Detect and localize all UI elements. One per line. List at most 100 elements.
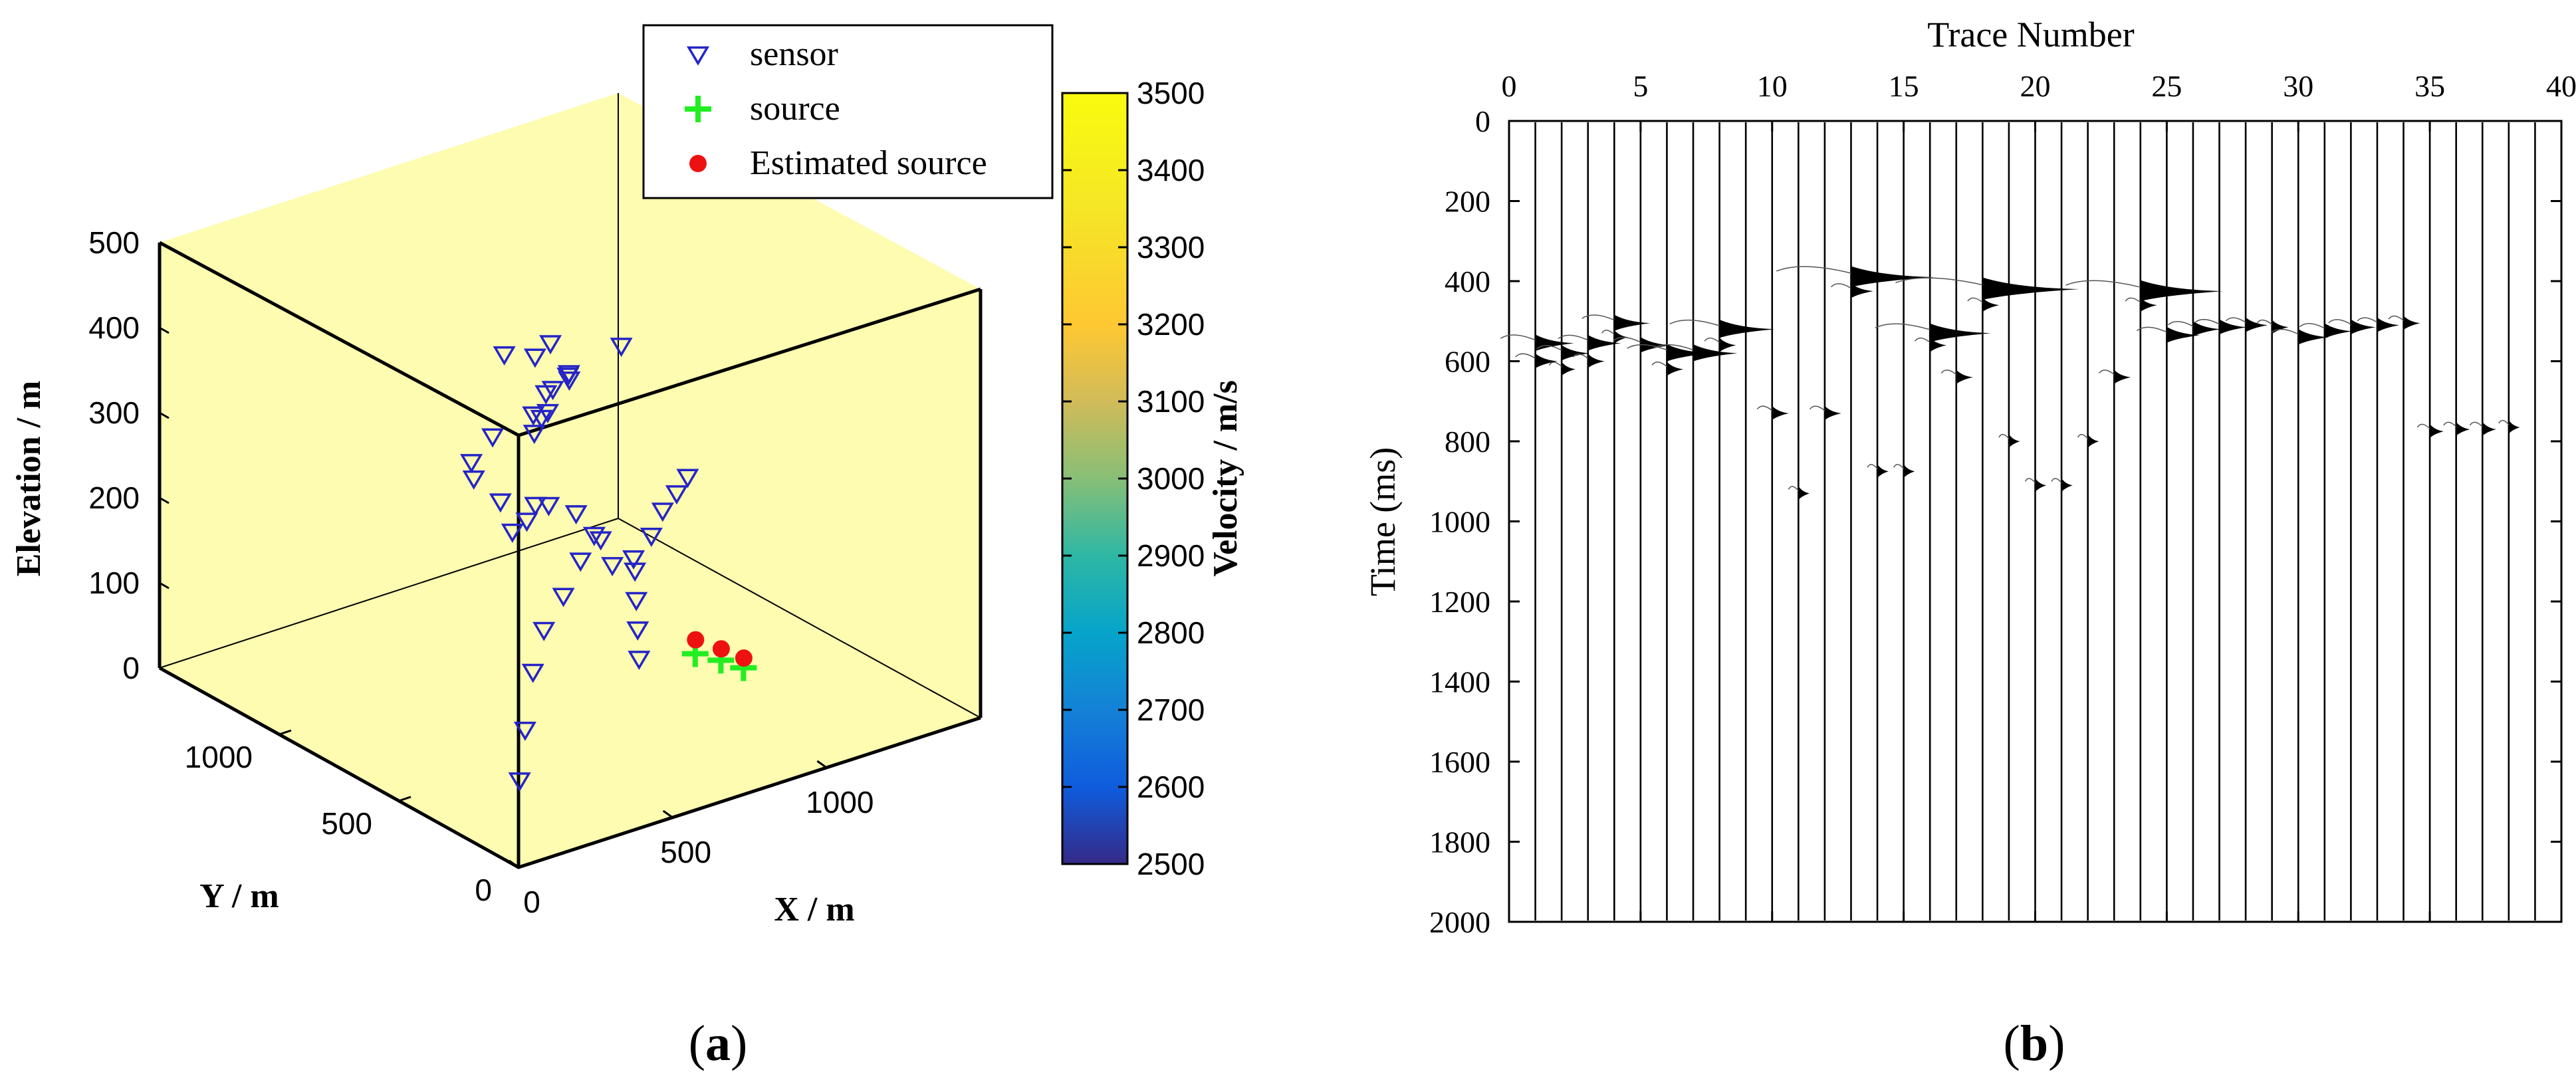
arrival-wiggle xyxy=(1693,344,1738,362)
x-tick-label: 1000 xyxy=(806,785,874,819)
colorbar-tick-label: 2800 xyxy=(1137,615,1205,650)
arrival-wiggle xyxy=(1824,405,1841,421)
arrival-tail xyxy=(2065,280,2141,288)
arrival-wiggle xyxy=(1587,354,1605,368)
arrival-wiggle xyxy=(1640,337,1671,353)
x-tick-label: 25 xyxy=(2151,69,2182,103)
colorbar-tick-label: 3300 xyxy=(1137,230,1205,265)
arrival-tail xyxy=(2416,423,2430,429)
x-axis-ticks: 0 500 1000 xyxy=(509,760,874,919)
arrival-wiggle xyxy=(2114,370,2131,384)
colorbar-tick-label: 3400 xyxy=(1137,153,1205,187)
sensor-point xyxy=(558,371,581,391)
colorbar-tick-label: 3000 xyxy=(1137,461,1205,496)
arrival-tail xyxy=(2024,478,2036,483)
arrival-wiggle xyxy=(2008,434,2020,448)
y-tick-label: 1000 xyxy=(1429,505,1490,539)
arrival-tail xyxy=(1601,330,1615,335)
x-tick-mark xyxy=(816,760,828,769)
arrival-tail xyxy=(2099,370,2115,376)
sensor-point xyxy=(489,493,512,513)
arrival-tail xyxy=(1548,362,1562,368)
arrival-wiggle xyxy=(1930,338,1947,352)
arrival-tail xyxy=(1651,362,1667,368)
arrival-wiggle xyxy=(1667,362,1684,376)
x-tick-label: 10 xyxy=(1757,69,1788,103)
arrival-tail xyxy=(1875,323,1931,330)
z-tick-mark xyxy=(159,582,170,590)
arrival-wiggle xyxy=(2035,478,2047,492)
legend-label: source xyxy=(750,90,840,128)
y-tick-label: 200 xyxy=(1445,185,1490,219)
y-tick-label: 1200 xyxy=(1429,585,1490,619)
sensor-point xyxy=(537,496,560,516)
arrival-tail xyxy=(2270,328,2299,335)
colorbar-tick-label: 2900 xyxy=(1137,538,1205,573)
arrival-wiggle xyxy=(2219,319,2248,335)
x-tick-label: 40 xyxy=(2546,69,2576,103)
z-axis-ticks: 0 100 200 300 400 500 xyxy=(88,225,170,685)
sensor-point xyxy=(676,469,699,488)
arrival-tail xyxy=(2388,315,2404,321)
box-hidden-edge-x xyxy=(159,518,619,669)
arrival-tail xyxy=(1500,334,1536,341)
z-tick-label: 0 xyxy=(122,651,140,685)
y-tick-label: 600 xyxy=(1445,345,1490,379)
x-tick-label: 35 xyxy=(2414,69,2445,103)
z-tick-label: 300 xyxy=(88,395,140,430)
sensor-point xyxy=(523,425,546,445)
arrival-tail xyxy=(1895,277,1983,286)
arrival-tail xyxy=(1809,405,1825,411)
sensor-point xyxy=(640,527,663,547)
legend-marker xyxy=(689,155,707,172)
arrival-wiggle xyxy=(2166,326,2200,343)
y-axis-ticks: 0 500 1000 xyxy=(185,729,531,907)
arrival-tail xyxy=(1515,353,1536,359)
sensor-point xyxy=(536,403,559,423)
y-tick-label: 500 xyxy=(321,806,372,841)
z-tick-label: 500 xyxy=(88,225,140,260)
panel-a-letter: a xyxy=(705,1016,731,1071)
colorbar-tick-label: 2500 xyxy=(1137,847,1205,881)
z-tick-label: 200 xyxy=(88,481,140,515)
arrival-wiggle xyxy=(2482,421,2497,436)
sensor-point xyxy=(625,592,648,611)
x-tick-mark xyxy=(662,810,673,819)
arrival-wiggle xyxy=(1956,370,1973,384)
y-tick-label: 1400 xyxy=(1429,665,1490,699)
sensor-point xyxy=(564,505,588,525)
estimated-source-point xyxy=(735,649,753,667)
arrival-wiggle xyxy=(1851,266,1934,287)
arrival-wiggle xyxy=(2351,319,2376,335)
legend-label: Estimated source xyxy=(750,144,987,182)
sensor-point xyxy=(589,531,612,551)
z-tick-label: 400 xyxy=(88,310,140,345)
x-tick-mark xyxy=(509,859,519,869)
x-tick-label: 0 xyxy=(1502,69,1517,103)
box-hidden-edge-y xyxy=(618,518,981,718)
arrival-wiggle xyxy=(1851,283,1873,298)
sensor-point xyxy=(513,721,536,741)
arrival-tail xyxy=(2194,318,2220,325)
arrival-tail xyxy=(1756,405,1773,411)
arrival-wiggle xyxy=(2324,323,2353,339)
sensor-point xyxy=(523,348,546,368)
legend: sensor source Estimated source xyxy=(642,24,1054,199)
arrival-tail xyxy=(1704,337,1720,343)
legend-box xyxy=(642,24,1054,199)
sensor-point xyxy=(552,588,575,607)
arrival-wiggle xyxy=(1982,297,2000,312)
sensor-point xyxy=(541,381,564,401)
y-axis-label: Y / m xyxy=(199,877,279,915)
x-tick-label: 30 xyxy=(2283,69,2313,103)
arrival-tail xyxy=(2137,326,2167,333)
arrival-wiggle xyxy=(1719,320,1775,338)
colorbar-tick-label: 3500 xyxy=(1137,76,1205,110)
sensor-point xyxy=(538,335,562,355)
arrival-wiggle xyxy=(2456,421,2470,436)
sensor-point xyxy=(569,552,592,572)
arrival-tail xyxy=(1581,314,1615,321)
sensor-point xyxy=(508,772,531,792)
arrival-wiggle xyxy=(2430,423,2444,438)
